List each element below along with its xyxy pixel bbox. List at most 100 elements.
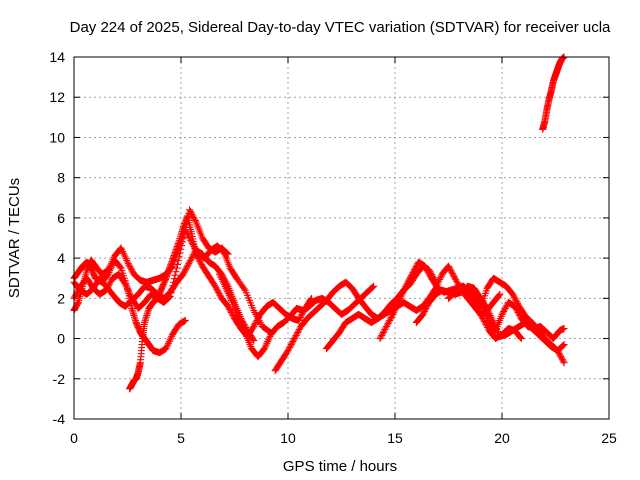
data-point [408, 270, 416, 278]
data-point [436, 274, 444, 282]
data-point [554, 348, 562, 356]
data-point [252, 318, 260, 326]
data-point [476, 296, 484, 304]
data-point [294, 327, 302, 335]
data-point [407, 272, 415, 280]
data-point [555, 350, 563, 358]
data-point [512, 304, 520, 312]
data-point [290, 335, 298, 343]
data-points [70, 53, 568, 393]
data-point [426, 271, 434, 279]
data-point [510, 293, 518, 301]
data-point [216, 272, 224, 280]
y-tick-label: 10 [49, 129, 65, 145]
data-point [212, 284, 220, 292]
data-point [226, 293, 234, 301]
data-point [368, 284, 376, 292]
data-point [235, 314, 243, 322]
series-arc-11 [445, 274, 568, 367]
data-point [236, 316, 244, 324]
data-point [384, 319, 392, 327]
data-point [220, 279, 228, 287]
data-point [390, 307, 398, 315]
data-point [496, 290, 504, 298]
data-point [107, 277, 115, 285]
data-point [224, 302, 232, 310]
chart-title: Day 224 of 2025, Sidereal Day-to-day VTE… [70, 19, 611, 36]
data-point [254, 315, 262, 323]
data-point [406, 275, 414, 283]
data-point [192, 250, 200, 258]
data-point [393, 302, 401, 310]
data-point [236, 318, 244, 326]
data-point [400, 286, 408, 294]
data-point [127, 264, 135, 272]
data-point [284, 347, 292, 355]
x-tick-label: 25 [601, 430, 617, 446]
data-point [378, 332, 386, 340]
data-point [498, 310, 506, 318]
data-point [117, 244, 125, 252]
data-point [261, 343, 269, 351]
data-point [293, 330, 301, 338]
data-point [224, 288, 232, 296]
data-point [391, 305, 399, 313]
data-point [423, 265, 431, 273]
data-point [389, 310, 397, 318]
data-point [420, 309, 428, 317]
data-point [290, 336, 298, 344]
data-point [382, 322, 390, 330]
data-point [215, 290, 223, 298]
data-point [292, 332, 300, 340]
data-point [405, 276, 413, 284]
x-tick-label: 10 [280, 430, 296, 446]
data-point [264, 338, 272, 346]
data-point [186, 257, 194, 265]
data-point [121, 253, 129, 261]
data-point [174, 257, 182, 265]
data-point [216, 270, 224, 278]
data-point [560, 359, 568, 367]
data-point [383, 321, 391, 329]
data-point [445, 262, 452, 270]
data-point [369, 283, 377, 291]
y-tick-label: 12 [49, 89, 65, 105]
data-point [382, 324, 390, 332]
data-point [450, 273, 458, 281]
grid [74, 57, 609, 419]
data-point [296, 315, 304, 323]
data-point [397, 293, 405, 301]
data-point [560, 325, 568, 332]
data-point [187, 209, 195, 217]
data-point [222, 284, 230, 292]
y-tick-label: 0 [57, 331, 65, 347]
data-point [424, 268, 432, 276]
data-point [422, 304, 430, 312]
data-point [172, 268, 180, 276]
data-point [449, 271, 457, 279]
data-point [191, 216, 199, 224]
data-point [228, 297, 236, 305]
series-arc-4 [70, 246, 258, 345]
data-point [186, 207, 194, 215]
data-point [116, 263, 124, 271]
data-point [187, 255, 195, 263]
data-point [190, 215, 198, 223]
data-point [411, 264, 419, 272]
data-point [186, 258, 194, 266]
data-point [473, 292, 481, 300]
data-point [557, 353, 565, 361]
data-point [260, 345, 268, 353]
data-point [511, 302, 519, 310]
data-point [396, 295, 404, 303]
x-tick-label: 5 [177, 430, 185, 446]
data-point [500, 307, 508, 315]
data-point [120, 251, 128, 259]
data-point [265, 334, 273, 342]
data-point [411, 266, 419, 274]
data-point [403, 279, 411, 287]
data-point [128, 267, 136, 275]
data-point [421, 306, 429, 314]
data-point [421, 262, 429, 270]
data-point [295, 316, 303, 324]
